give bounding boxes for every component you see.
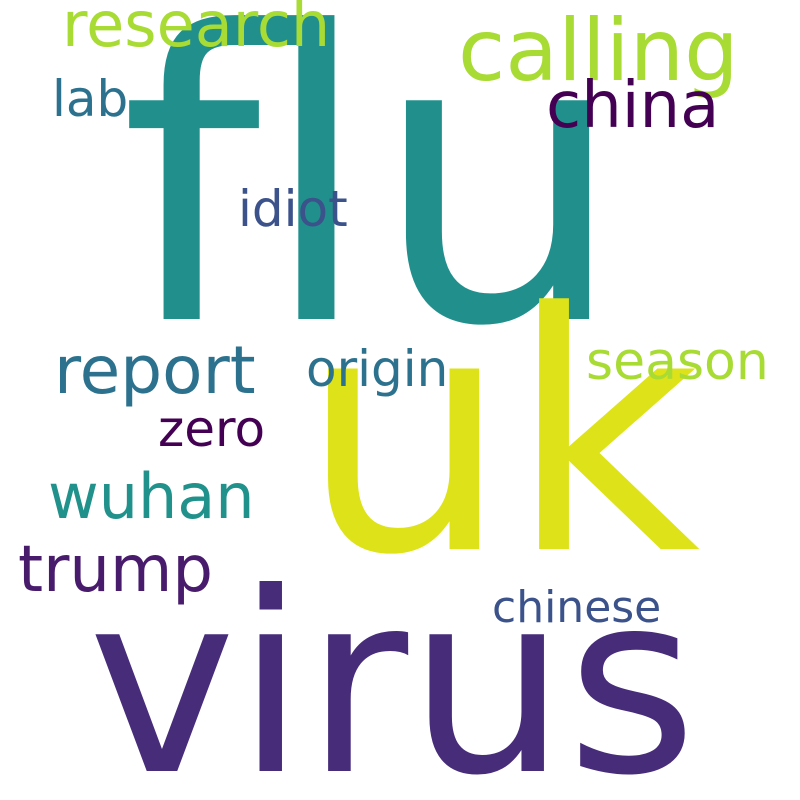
word-flu: flu bbox=[120, 0, 626, 414]
word-chinese: chinese bbox=[492, 582, 662, 633]
word-china: china bbox=[546, 69, 720, 143]
word-trump: trump bbox=[18, 533, 213, 607]
word-season: season bbox=[586, 332, 769, 392]
word-wuhan: wuhan bbox=[48, 460, 255, 533]
word-virus: virus bbox=[88, 539, 697, 800]
word-research: research bbox=[62, 0, 331, 61]
word-uk: uk bbox=[300, 243, 701, 627]
word-origin: origin bbox=[306, 340, 449, 398]
word-idiot: idiot bbox=[238, 180, 348, 238]
word-report: report bbox=[54, 332, 256, 409]
word-zero: zero bbox=[158, 400, 266, 458]
word-lab: lab bbox=[52, 70, 129, 128]
word-calling: calling bbox=[458, 1, 739, 101]
